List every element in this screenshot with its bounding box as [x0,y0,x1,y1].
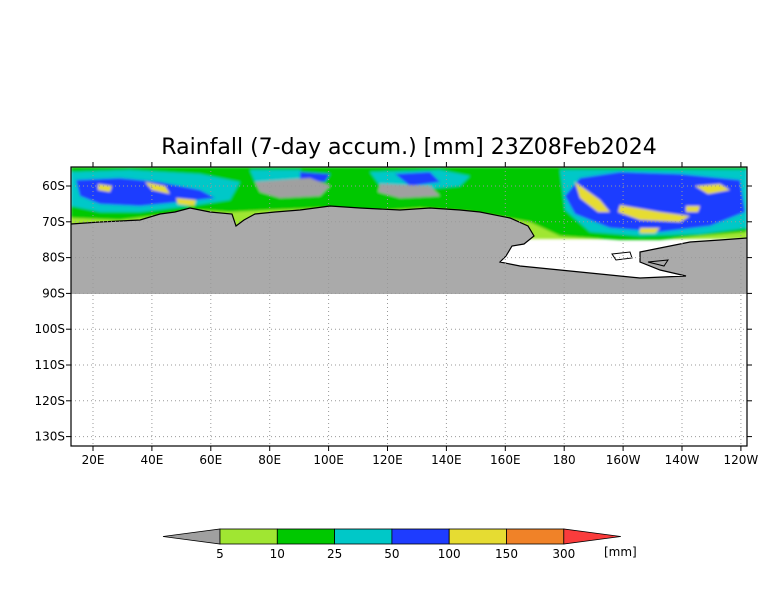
lat-label: 130S [34,430,65,444]
colorbar-high-triangle [563,528,621,545]
longitude-axis: 20E 40E 60E 80E 100E 120E 140E 160E 180 160W 140W 1… [82,162,759,467]
colorbar-level-label: 10 [270,547,285,561]
colorbar: [mm] 5 10 25 50 100 150 300 [162,528,637,561]
lon-label: 60E [199,453,222,467]
colorbar-low-triangle [162,528,221,545]
lat-label: 80S [42,251,65,265]
lat-label: 70S [42,215,65,229]
lon-label: 160E [490,453,521,467]
colorbar-segment [219,528,278,545]
lon-label: 40E [140,453,163,467]
colorbar-level-label: 150 [495,547,518,561]
lon-label: 20E [82,453,105,467]
colorbar-segment [506,528,565,545]
colorbar-level-label: 50 [384,547,399,561]
lon-label: 140W [665,453,700,467]
lon-label: 160W [606,453,641,467]
lat-label: 110S [34,358,65,372]
colorbar-level-label: 100 [438,547,461,561]
lat-label: 60S [42,179,65,193]
lon-label: 180 [553,453,576,467]
lat-label: 90S [42,286,65,300]
colorbar-level-label: 5 [216,547,224,561]
map-panel [71,167,747,446]
graticule [71,167,747,446]
lon-label: 120E [372,453,403,467]
latitude-axis: 60S 70S 80S 90S 100S 110S 120S 130S [34,179,752,444]
lon-label: 140E [431,453,462,467]
lat-label: 120S [34,394,65,408]
map-title: Rainfall (7-day accum.) [mm] 23Z08Feb202… [161,135,656,160]
lon-label: 120W [724,453,759,467]
coastline [71,205,747,279]
colorbar-unit: [mm] [604,545,637,559]
colorbar-segment [448,528,507,545]
colorbar-level-label: 25 [327,547,342,561]
rainfall-field [71,167,747,240]
lon-label: 100E [313,453,344,467]
map-frame [70,166,748,447]
colorbar-segment [276,528,335,545]
colorbar-segment [334,528,393,545]
colorbar-level-label: 300 [552,547,575,561]
lon-label: 80E [258,453,281,467]
colorbar-segment [391,528,450,545]
lat-label: 100S [34,322,65,336]
